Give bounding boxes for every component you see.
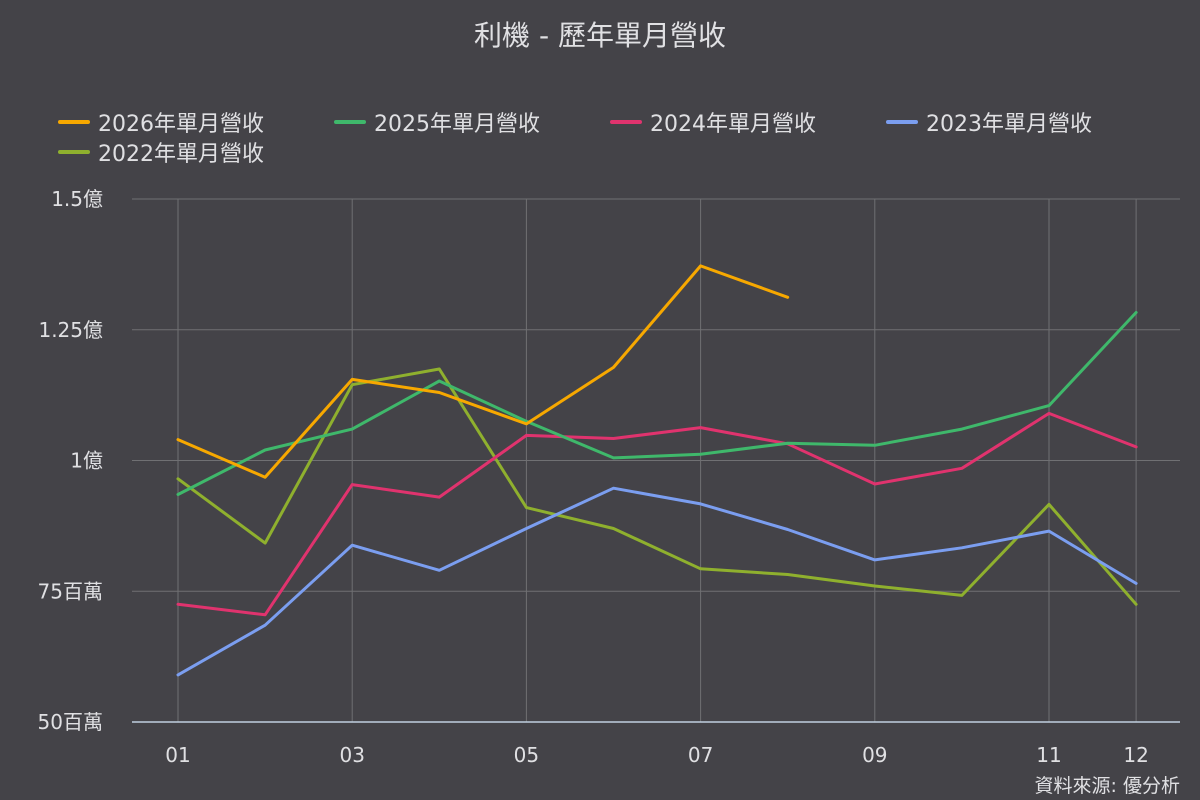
legend-swatch	[58, 120, 90, 124]
legend-label: 2024年單月營收	[650, 112, 816, 137]
legend-item[interactable]: 2022年單月營收	[58, 136, 264, 168]
y-tick-label: 75百萬	[38, 579, 103, 603]
legend-label: 2022年單月營收	[98, 142, 264, 167]
y-tick-label: 1.25億	[38, 318, 103, 342]
series-line	[176, 411, 1138, 617]
x-tick-label: 05	[514, 743, 539, 767]
legend-swatch	[610, 120, 642, 124]
legend-label: 2025年單月營收	[374, 112, 540, 137]
source-credit: 資料來源: 優分析	[1034, 775, 1180, 797]
x-tick-label: 07	[688, 743, 713, 767]
legend-item[interactable]: 2026年單月營收	[58, 106, 264, 138]
x-tick-label: 11	[1036, 743, 1061, 767]
x-tick-label: 01	[165, 743, 190, 767]
series-line	[176, 311, 1138, 496]
legend-swatch	[334, 120, 366, 124]
series-line	[176, 367, 1138, 606]
legend-swatch	[886, 120, 918, 124]
chart-title: 利機 - 歷年單月營收	[474, 19, 726, 52]
legend-label: 2026年單月營收	[98, 112, 264, 137]
y-tick-label: 1億	[70, 449, 103, 473]
series-line	[176, 486, 1138, 677]
legend-swatch	[58, 150, 90, 154]
legend-label: 2023年單月營收	[926, 112, 1092, 137]
legend-item[interactable]: 2023年單月營收	[886, 106, 1092, 138]
series-line	[176, 264, 790, 479]
x-tick-label: 03	[339, 743, 364, 767]
x-tick-label: 09	[862, 743, 887, 767]
y-tick-label: 50百萬	[38, 710, 103, 734]
legend-item[interactable]: 2025年單月營收	[334, 106, 540, 138]
x-tick-label: 12	[1123, 743, 1148, 767]
legend-item[interactable]: 2024年單月營收	[610, 106, 816, 138]
y-tick-label: 1.5億	[51, 187, 103, 211]
